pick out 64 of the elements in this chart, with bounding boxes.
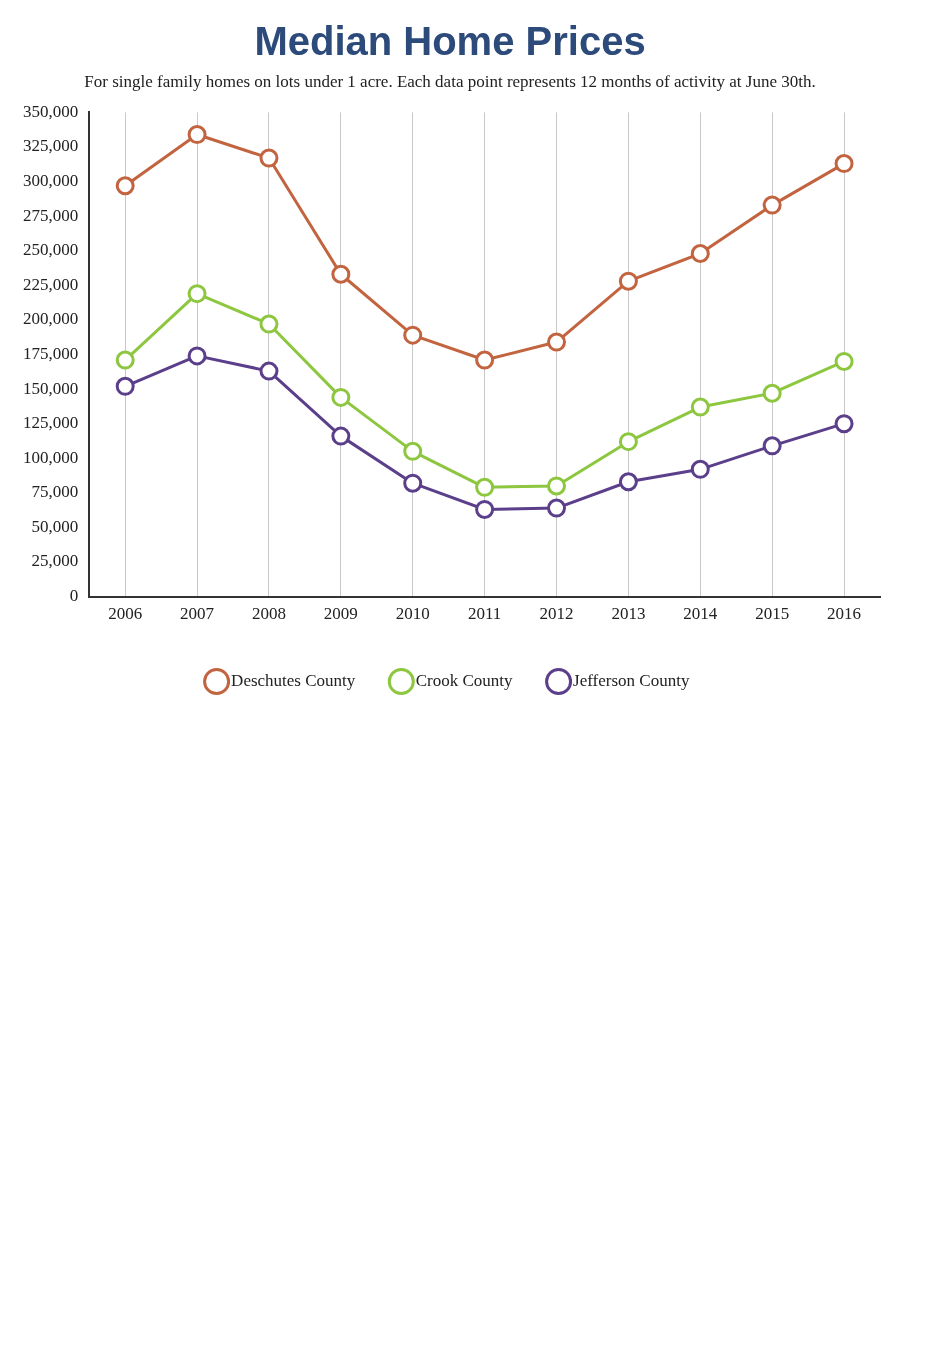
point <box>618 271 638 291</box>
point <box>259 314 279 334</box>
x-tick-label: 2014 <box>683 604 718 624</box>
y-tick-label: 175,000 <box>23 343 79 363</box>
point <box>187 125 207 145</box>
point <box>115 376 135 396</box>
x-tick-label: 2016 <box>827 604 862 624</box>
point <box>187 284 207 304</box>
point <box>762 436 782 456</box>
x-tick-label: 2006 <box>108 604 143 624</box>
point <box>331 387 351 407</box>
point <box>547 498 567 518</box>
point <box>834 154 854 174</box>
point <box>690 459 710 479</box>
point <box>475 499 495 519</box>
point <box>762 383 782 403</box>
y-tick-label: 100,000 <box>23 447 79 467</box>
point <box>115 350 135 370</box>
y-tick-label: 250,000 <box>23 240 79 260</box>
y-tick-label: 300,000 <box>23 171 79 191</box>
point <box>690 244 710 264</box>
point <box>259 361 279 381</box>
point <box>115 176 135 196</box>
point <box>762 195 782 215</box>
y-tick-label: 150,000 <box>23 378 79 398</box>
x-tick-label: 2015 <box>755 604 790 624</box>
point <box>331 426 351 446</box>
point <box>547 332 567 352</box>
y-tick-label: 50,000 <box>31 516 79 536</box>
point <box>403 325 423 345</box>
point <box>475 350 495 370</box>
y-tick-label: 125,000 <box>23 413 79 433</box>
point <box>475 477 495 497</box>
point <box>834 414 854 434</box>
point <box>618 432 638 452</box>
point <box>259 148 279 168</box>
point <box>690 397 710 417</box>
y-tick-label: 225,000 <box>23 274 79 294</box>
y-tick-label: 350,000 <box>23 101 79 121</box>
y-tick-label: 275,000 <box>23 205 79 225</box>
y-tick-label: 75,000 <box>31 482 79 502</box>
y-tick-label: 325,000 <box>23 136 79 156</box>
y-tick-label: 0 <box>69 586 79 606</box>
legend-label: Deschutes County <box>231 670 356 690</box>
x-tick-label: 2007 <box>180 604 215 624</box>
point <box>331 264 351 284</box>
point <box>403 441 423 461</box>
y-tick-label: 25,000 <box>31 551 79 571</box>
point <box>618 472 638 492</box>
point <box>834 351 854 371</box>
x-tick-label: 2011 <box>467 604 502 624</box>
legend-label: Crook County <box>415 670 514 690</box>
chart-title: Median Home Prices <box>254 19 646 64</box>
x-tick-label: 2009 <box>323 604 358 624</box>
x-tick-label: 2008 <box>251 604 286 624</box>
point <box>403 473 423 493</box>
point <box>187 346 207 366</box>
chart-subtitle: For single family homes on lots under 1 acre. Each data point represents 12 months of activity at June 30th. <box>84 71 816 91</box>
legend-label: Jefferson County <box>573 670 690 690</box>
x-tick-label: 2012 <box>539 604 574 624</box>
x-tick-label: 2013 <box>611 604 646 624</box>
point <box>547 476 567 496</box>
x-tick-label: 2010 <box>395 604 430 624</box>
y-tick-label: 200,000 <box>23 309 79 329</box>
